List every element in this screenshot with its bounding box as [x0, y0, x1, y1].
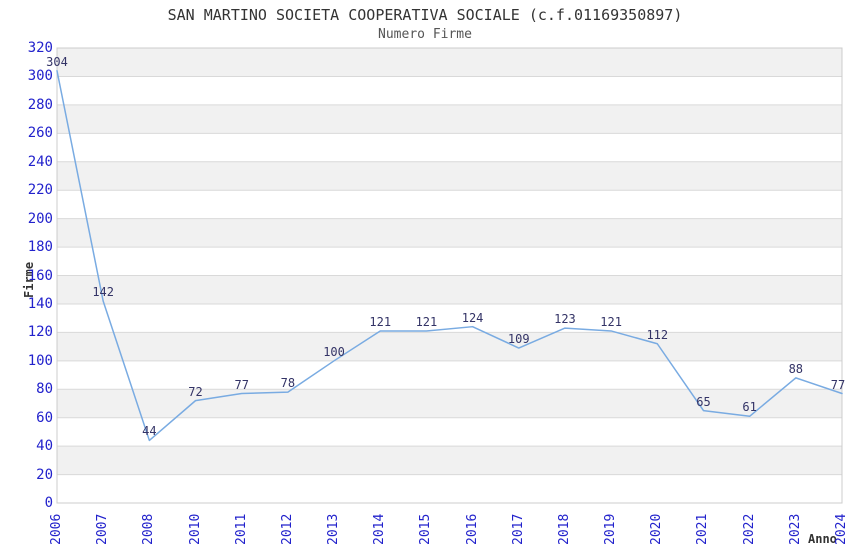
y-tick-label: 320	[27, 40, 53, 56]
x-tick-label: 2018	[556, 513, 572, 545]
x-tick-label: 2010	[187, 513, 203, 545]
y-tick-label: 280	[27, 96, 53, 113]
y-tick-label: 260	[27, 125, 53, 142]
data-label: 88	[788, 361, 804, 376]
chart-title: SAN MARTINO SOCIETA COOPERATIVA SOCIALE …	[167, 6, 683, 24]
x-tick-label: 2017	[510, 513, 526, 545]
y-tick-label: 100	[27, 352, 53, 369]
x-tick-label: 2012	[279, 513, 295, 545]
x-tick-label: 2016	[464, 513, 480, 545]
plot-band	[57, 332, 842, 361]
data-label: 61	[742, 400, 757, 415]
x-tick-label: 2008	[141, 513, 157, 545]
x-tick-label: 2024	[834, 513, 849, 545]
data-label: 100	[323, 344, 345, 359]
y-tick-label: 60	[36, 409, 53, 426]
plot-band	[57, 275, 842, 304]
y-tick-label: 240	[27, 153, 53, 170]
data-label: 109	[507, 332, 530, 347]
data-label: 72	[188, 384, 203, 399]
y-tick-label: 180	[27, 239, 53, 256]
x-tick-label: 2020	[649, 513, 665, 545]
data-label: 77	[830, 377, 846, 392]
data-label: 112	[646, 327, 669, 342]
data-label: 78	[280, 376, 296, 391]
plot-band	[57, 446, 842, 475]
y-tick-label: 40	[36, 438, 53, 455]
y-tick-label: 300	[27, 68, 53, 85]
y-tick-label: 120	[27, 324, 53, 341]
y-tick-label: 80	[36, 381, 53, 398]
data-label: 77	[234, 377, 249, 392]
data-label: 304	[46, 54, 68, 69]
y-tick-label: 160	[27, 267, 53, 284]
data-label: 44	[142, 424, 157, 439]
data-label: 121	[415, 314, 438, 329]
x-tick-label: 2014	[372, 513, 388, 545]
x-tick-label: 2021	[695, 513, 711, 545]
data-label: 121	[600, 314, 622, 329]
x-tick-label: 2019	[603, 513, 619, 545]
x-axis-title: Anno	[808, 532, 837, 546]
x-tick-label: 2007	[95, 513, 111, 545]
y-tick-label: 20	[36, 466, 53, 483]
plot-band	[57, 218, 842, 248]
x-tick-label: 2023	[787, 513, 803, 545]
data-label: 124	[461, 310, 484, 325]
plot-band	[57, 48, 842, 77]
y-tick-label: 0	[44, 495, 53, 511]
x-tick-label: 2015	[418, 513, 434, 545]
chart-subtitle: Numero Firme	[378, 27, 472, 42]
x-tick-label: 2011	[233, 513, 249, 545]
x-tick-label: 2006	[49, 513, 64, 545]
data-label: 123	[554, 312, 576, 327]
y-tick-label: 200	[27, 210, 53, 227]
x-tick-label: 2013	[326, 513, 342, 545]
data-label: 121	[369, 314, 392, 329]
plot-band	[57, 161, 842, 191]
data-label: 142	[92, 285, 115, 300]
y-tick-label: 140	[27, 295, 53, 312]
data-label: 65	[696, 394, 711, 409]
plot-border	[56, 47, 843, 504]
series-line	[56, 70, 843, 442]
y-tick-label: 220	[27, 182, 53, 199]
plot-band	[57, 389, 842, 418]
plot-band	[57, 104, 842, 134]
x-tick-label: 2022	[741, 513, 757, 545]
